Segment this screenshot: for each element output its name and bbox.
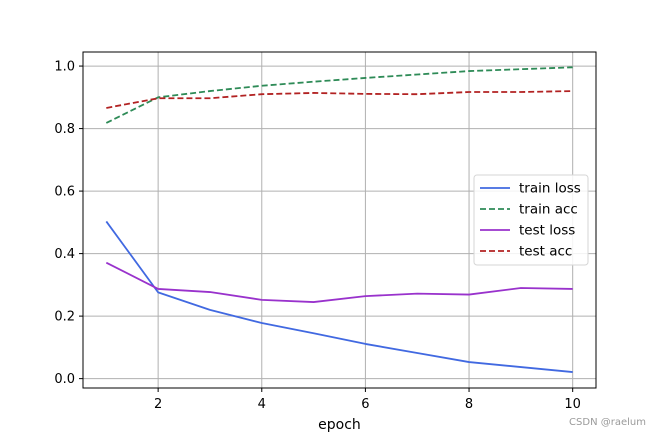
plot-frame: [82, 51, 597, 389]
y-tick-label: 0.6: [54, 185, 75, 200]
y-tick-label: 1.0: [54, 60, 75, 75]
series-line-3: [105, 261, 573, 303]
series-line-2: [105, 66, 573, 124]
x-tick-label: 4: [258, 397, 266, 412]
legend-box: [473, 174, 589, 266]
y-tick-label: 0.8: [54, 122, 75, 137]
x-tick-label: 10: [564, 397, 581, 412]
legend: train loss train acc test loss test acc: [473, 174, 589, 266]
watermark: CSDN @raelum: [569, 417, 646, 428]
series-line-4: [106, 90, 573, 109]
legend-label: train loss: [519, 181, 581, 197]
y-axis-ticks: 0.0 0.2 0.4 0.6 0.8 1.0: [54, 60, 83, 387]
legend-label: test loss: [519, 223, 575, 239]
y-tick-label: 0.2: [54, 310, 75, 325]
series-lines: [105, 66, 573, 373]
x-tick-label: 2: [154, 397, 162, 412]
x-axis-label: epoch: [318, 417, 361, 433]
legend-label: train acc: [519, 202, 578, 218]
x-axis-ticks: 2 4 6 8 10: [154, 388, 581, 412]
x-tick-label: 8: [465, 397, 473, 412]
series-line-1: [105, 220, 573, 373]
legend-label: test acc: [519, 244, 572, 260]
x-tick-label: 6: [361, 397, 369, 412]
y-tick-label: 0.0: [54, 372, 75, 387]
y-tick-label: 0.4: [54, 247, 75, 262]
